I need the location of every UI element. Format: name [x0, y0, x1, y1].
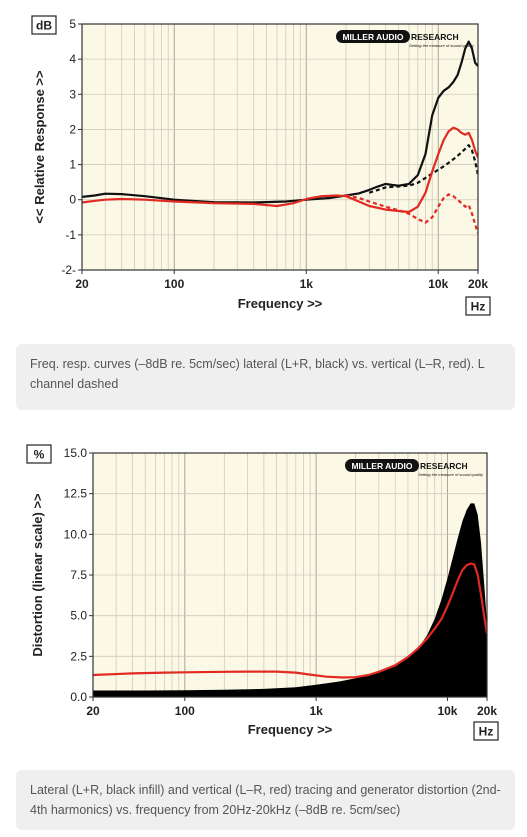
distortion-ytick-label: 2.5 — [70, 649, 87, 663]
response-unit-label: dB — [36, 19, 52, 33]
response-chart: 5 4 3 2 1 0 -1 -2- 20 100 1k 10k 20k dB Hz Frequency >>… — [0, 0, 527, 330]
distortion-chart-caption: Lateral (L+R, black infill) and vertical… — [16, 770, 515, 830]
response-chart-caption: Freq. resp. curves (–8dB re. 5cm/sec) la… — [16, 344, 515, 410]
distortion-plot-frame — [92, 452, 488, 698]
response-series-3-line — [345, 193, 478, 234]
distortion-yaxis-title: Distortion (linear scale) >> — [30, 493, 45, 657]
response-ytick-label: -1 — [65, 228, 76, 242]
distortion-xtick-label: 1k — [309, 704, 323, 718]
response-xtick-label: 20k — [468, 277, 488, 291]
distortion-unit-box — [26, 444, 52, 464]
distortion-xtick-label: 20k — [477, 704, 497, 718]
distortion-logo-tagline: Setting the measure of sound quality — [418, 472, 484, 477]
response-plot-frame — [81, 23, 479, 271]
distortion-xunit-box — [473, 721, 499, 741]
response-ytick-label: 4 — [69, 52, 76, 66]
distortion-xaxis-title: Frequency >> — [248, 722, 333, 737]
response-chart-svg: 5 4 3 2 1 0 -1 -2-20 100 1k 10k 20k dB Hz Frequency >>… — [31, 15, 491, 316]
response-ytick-label: 1 — [69, 158, 76, 172]
distortion-logo-text-b: RESEARCH — [420, 461, 468, 471]
response-logo-text-b: RESEARCH — [411, 32, 459, 42]
distortion-series-0-area — [93, 503, 487, 697]
response-series-2-line — [82, 126, 478, 214]
distortion-unit-label: % — [34, 448, 45, 462]
distortion-xtick-label: 100 — [175, 704, 195, 718]
response-logo-text-a: MILLER AUDIO — [342, 32, 403, 42]
response-yaxis-title: << Relative Response >> — [32, 70, 47, 224]
response-xunit-label: Hz — [471, 300, 486, 314]
distortion-series-1-line — [93, 562, 487, 679]
response-series-1-line — [368, 144, 478, 194]
distortion-ytick-label: 12.5 — [64, 487, 88, 501]
response-ytick-label: 3 — [69, 87, 76, 101]
response-xtick-label: 10k — [428, 277, 448, 291]
response-ytick-label: 0 — [69, 193, 76, 207]
response-xtick-label: 100 — [164, 277, 184, 291]
distortion-xtick-label: 20 — [86, 704, 100, 718]
distortion-ytick-label: 15.0 — [64, 446, 88, 460]
distortion-ytick-label: 0.0 — [70, 690, 87, 704]
response-ytick-label: -2- — [61, 263, 76, 277]
response-unit-box — [31, 15, 57, 35]
response-ytick-label: 2 — [69, 122, 76, 136]
distortion-xtick-label: 10k — [437, 704, 457, 718]
distortion-logo-text-a: MILLER AUDIO — [351, 461, 412, 471]
distortion-logo-pill — [345, 459, 419, 472]
response-series-0-line — [82, 40, 478, 204]
response-xunit-box — [465, 296, 491, 316]
response-logo-pill — [336, 30, 410, 43]
distortion-xunit-label: Hz — [479, 725, 494, 739]
response-xtick-label: 1k — [300, 277, 314, 291]
response-logo-tagline: Setting the measure of sound quality — [409, 43, 475, 48]
response-plot-area — [82, 24, 478, 270]
distortion-chart-svg: 15.0 12.5 10.0 7.5 5.0 2.5 0.020 100 1k 10k 20k% Hz… — [26, 444, 499, 741]
response-ytick-label: 5 — [69, 17, 76, 31]
response-xaxis-title: Frequency >> — [238, 296, 323, 311]
distortion-ytick-label: 7.5 — [70, 568, 87, 582]
distortion-ytick-label: 10.0 — [64, 527, 88, 541]
response-xtick-label: 20 — [75, 277, 89, 291]
distortion-ytick-label: 5.0 — [70, 609, 87, 623]
distortion-chart: 15.0 12.5 10.0 7.5 5.0 2.5 0.0 20 100 1k 10k 20k% Hz… — [0, 432, 527, 762]
